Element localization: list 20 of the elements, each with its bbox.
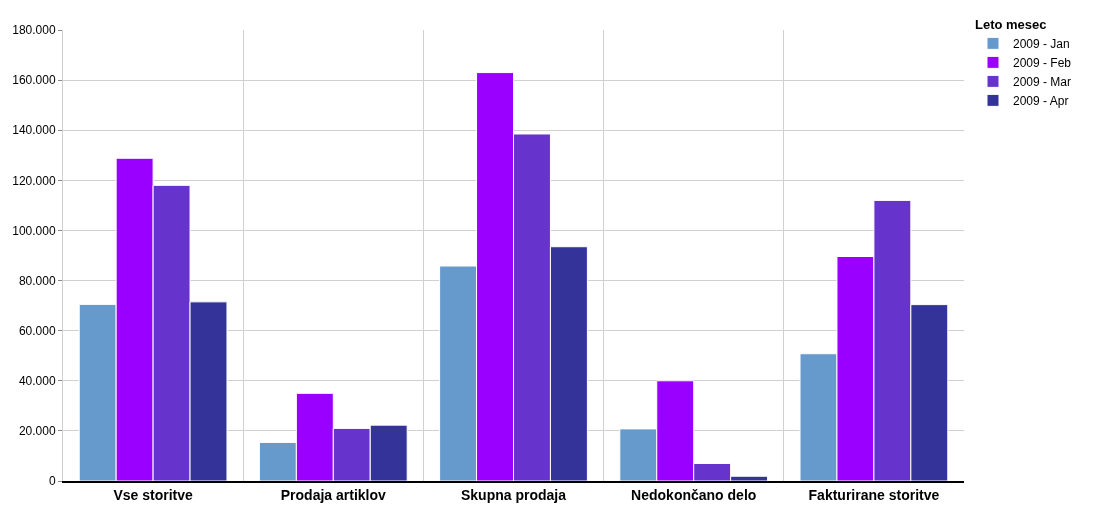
y-tick-label: 120.000 (12, 173, 56, 188)
legend-label: 2009 - Mar (1013, 75, 1072, 90)
y-tick-label: 40.000 (18, 373, 56, 388)
legend-title: Leto mesec (975, 16, 1047, 32)
y-tick-label: 20.000 (18, 424, 56, 439)
legend-label: 2009 - Feb (1013, 56, 1072, 71)
y-tick-label: 160.000 (12, 73, 56, 88)
y-tick-label: 0 (48, 474, 56, 489)
y-tick-label: 180.000 (12, 23, 56, 38)
legend-label: 2009 - Jan (1013, 37, 1070, 52)
y-tick-label: 60.000 (18, 323, 56, 338)
x-tick-label: Skupna prodaja (460, 486, 567, 503)
y-tick-label: 100.000 (12, 223, 56, 238)
legend-label: 2009 - Apr (1013, 94, 1069, 109)
y-tick-label: 140.000 (12, 123, 56, 138)
y-tick-label: 80.000 (18, 273, 56, 288)
x-tick-label: Fakturirane storitve (808, 486, 940, 503)
x-tick-label: Prodaja artiklov (280, 486, 387, 503)
x-tick-label: Vse storitve (113, 486, 193, 503)
x-tick-label: Nedokončano delo (631, 486, 757, 503)
